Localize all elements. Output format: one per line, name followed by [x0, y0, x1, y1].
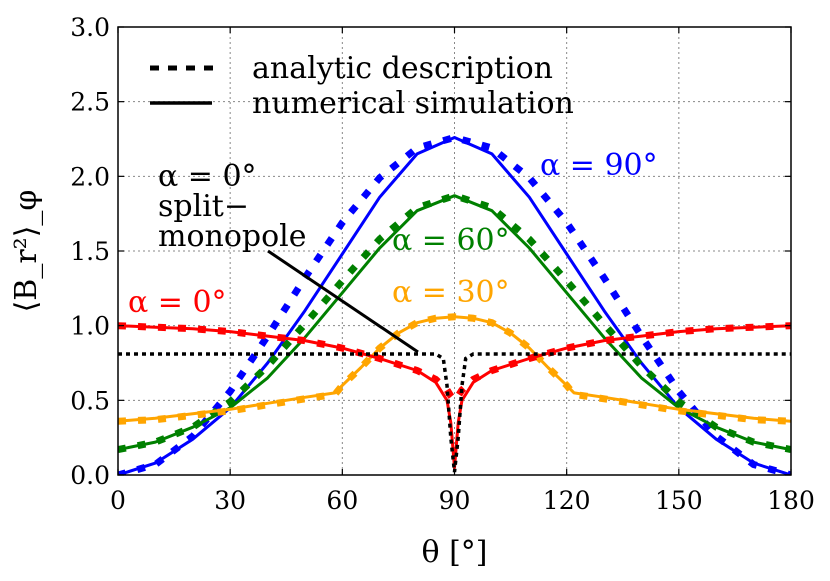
annotation-split-word: split− — [158, 189, 249, 224]
x-tick-label: 90 — [439, 486, 471, 515]
y-tick-label: 2.5 — [70, 88, 110, 117]
annotation-monopole-word: monopole — [158, 219, 307, 254]
y-tick-label: 3.0 — [70, 13, 110, 42]
x-axis-label: θ [°] — [421, 535, 487, 570]
y-tick-label: 1.0 — [70, 312, 110, 341]
annotations: α = 0° α = 30° α = 60° α = 90° α = 0° sp… — [128, 148, 658, 354]
annotation-split-alpha: α = 0° — [158, 159, 257, 194]
x-tick-label: 180 — [767, 486, 815, 515]
x-tick-label: 120 — [543, 486, 591, 515]
ticks: 0 30 60 90 120 150 180 0.0 0.5 1.0 1.5 2.0 2.5 3.0 — [70, 13, 815, 515]
annotation-alpha-60: α = 60° — [392, 223, 510, 258]
annotation-alpha-30: α = 30° — [392, 275, 510, 310]
series-numerical-alpha-0 — [118, 324, 791, 469]
series-layer — [118, 133, 791, 475]
y-tick-label: 2.0 — [70, 162, 110, 191]
series-analytic-alpha-90 — [118, 133, 791, 475]
y-tick-label: 0.5 — [70, 386, 110, 415]
legend-label-analytic: analytic description — [252, 51, 553, 86]
x-tick-label: 60 — [326, 486, 358, 515]
legend: analytic description numerical simulatio… — [150, 51, 574, 121]
x-tick-label: 0 — [110, 486, 126, 515]
y-tick-label: 0.0 — [70, 461, 110, 490]
y-tick-label: 1.5 — [70, 237, 110, 266]
x-tick-label: 30 — [214, 486, 246, 515]
annotation-alpha-90: α = 90° — [540, 148, 658, 183]
legend-label-numerical: numerical simulation — [252, 86, 574, 121]
annotation-alpha-0: α = 0° — [128, 285, 227, 320]
series-analytic-alpha-60 — [118, 192, 791, 454]
annotation-pointer-line — [267, 249, 419, 354]
y-axis-label: ⟨B_r²⟩_φ — [9, 190, 44, 313]
x-tick-label: 150 — [655, 486, 703, 515]
series-analytic-alpha-30 — [118, 313, 791, 425]
